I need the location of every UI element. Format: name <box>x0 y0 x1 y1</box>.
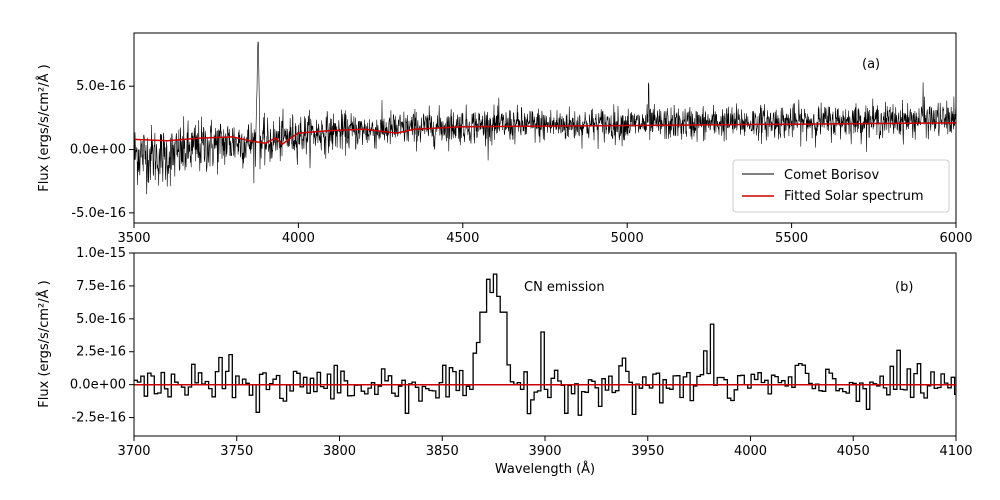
panel-a-ytick-label: 0.0e+00 <box>70 143 126 158</box>
panel-b-xtick-label: 3950 <box>631 444 664 459</box>
panel-b-frame <box>133 252 957 437</box>
series-comet-borisov <box>134 41 956 195</box>
panel-b-ylabel: Flux (ergs/s/cm²/Å ) <box>36 280 52 407</box>
panel-a: Flux (ergs/s/cm²/Å ) -5.0e-16 0.0e+00 5.0e… <box>36 32 973 246</box>
panel-a-xtick-label: 5500 <box>775 231 808 246</box>
panel-b-xtick-label: 3700 <box>117 444 150 459</box>
panel-a-frame <box>133 32 957 224</box>
cn-emission-annotation: CN emission <box>524 280 605 295</box>
panel-a-legend: Comet Borisov Fitted Solar spectrum <box>732 159 950 213</box>
legend-entry-comet: Comet Borisov <box>784 168 879 183</box>
panel-a-xtick-label: 5000 <box>611 231 644 246</box>
panel-a-xtick-label: 4000 <box>282 231 315 246</box>
legend-entry-solar: Fitted Solar spectrum <box>784 189 924 204</box>
panel-b-xtick-label: 4000 <box>734 444 767 459</box>
panel-b-plot-area <box>134 273 956 416</box>
panel-a-ytick-label: 5.0e-16 <box>76 79 126 94</box>
panel-b-ytick-label: 0.0e+00 <box>70 378 126 393</box>
panel-a-ytick-label: -5.0e-16 <box>71 206 126 221</box>
legend-box <box>732 159 950 213</box>
panel-a-xtick-label: 3500 <box>117 231 150 246</box>
panel-b-xtick-label: 3850 <box>426 444 459 459</box>
panel-b-label: (b) <box>895 280 913 295</box>
panel-a-yticks: -5.0e-16 0.0e+00 5.0e-16 <box>70 79 134 221</box>
panel-b-xtick-label: 3900 <box>528 444 561 459</box>
panel-b-xtick-label: 3800 <box>323 444 356 459</box>
series-comet-residual-steps <box>134 273 956 416</box>
panel-a-plot-area <box>134 41 956 195</box>
panel-a-xticks: 3500 4000 4500 5000 5500 6000 <box>117 223 973 246</box>
panel-b-ytick-label: 5.0e-16 <box>76 312 126 327</box>
panel-b-ytick-label: 7.5e-16 <box>76 279 126 294</box>
panel-b-xticks: 3700 3750 3800 3850 3900 3950 4000 4050 4100 <box>117 436 973 459</box>
panel-b-xlabel: Wavelength (Å) <box>495 461 595 477</box>
panel-b-ytick-label: 1.0e-15 <box>76 246 126 261</box>
panel-a-xtick-label: 6000 <box>939 231 972 246</box>
panel-a-xtick-label: 4500 <box>446 231 479 246</box>
series-fitted-solar-spectrum <box>134 122 956 146</box>
panel-a-label: (a) <box>862 57 880 72</box>
panel-a-ylabel: Flux (ergs/s/cm²/Å ) <box>36 64 52 191</box>
panel-b-yticks: -2.5e-16 0.0e+00 2.5e-16 5.0e-16 7.5e-16 1.0e… <box>70 246 134 426</box>
panel-b-ytick-label: -2.5e-16 <box>71 411 126 426</box>
panel-b: Flux (ergs/s/cm²/Å ) -2.5e-16 0.0e+00 2.5e… <box>36 246 973 477</box>
panel-b-xtick-label: 4050 <box>837 444 870 459</box>
panel-b-xtick-label: 3750 <box>220 444 253 459</box>
panel-b-ytick-label: 2.5e-16 <box>76 345 126 360</box>
panel-b-xtick-label: 4100 <box>939 444 972 459</box>
